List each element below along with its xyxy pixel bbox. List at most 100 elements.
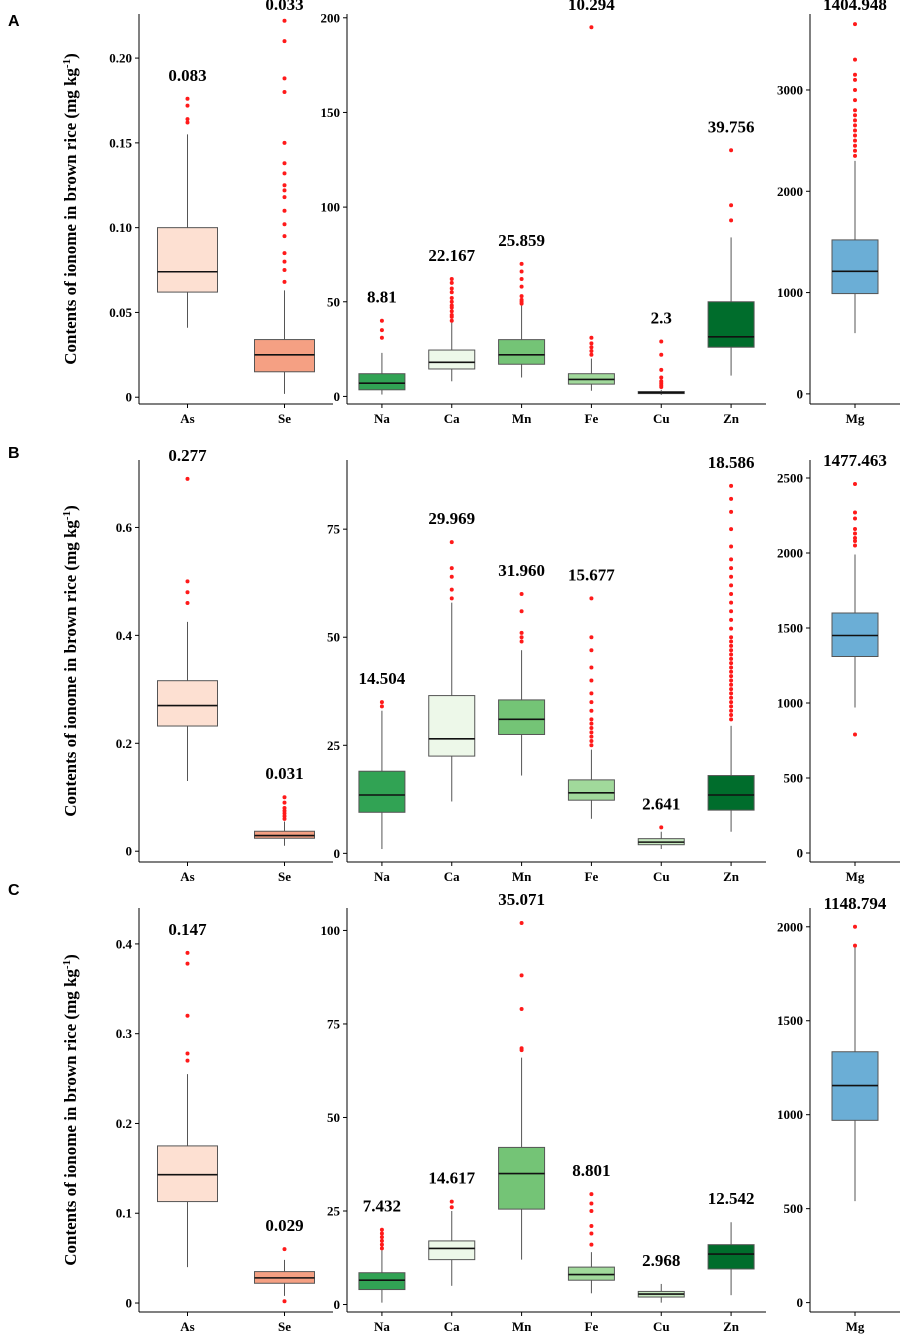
- x-tick-label: Zn: [723, 869, 740, 884]
- box-ca: 29.969 Ca: [428, 509, 476, 884]
- y-axis-label: Contents of ionome in brown rice (mg kg-…: [61, 53, 80, 365]
- outlier-point: [282, 279, 287, 284]
- y-tick-label: 75: [327, 522, 341, 537]
- outlier-point: [449, 290, 454, 295]
- outlier-point: [729, 509, 734, 514]
- outlier-point: [282, 259, 287, 264]
- outlier-point: [729, 617, 734, 622]
- outlier-point: [853, 943, 857, 948]
- box-na: 7.432 Na: [358, 1197, 406, 1334]
- outlier-point: [729, 626, 734, 631]
- outlier-point: [589, 345, 594, 350]
- y-tick-label: 0: [126, 390, 133, 405]
- box-se: 0.031 Se: [254, 764, 315, 884]
- iqr-box: [157, 680, 218, 727]
- y-tick-label: 25: [327, 1204, 341, 1219]
- outlier-point: [729, 665, 734, 670]
- mean-value-label: 0.083: [168, 66, 206, 85]
- outlier-point: [729, 704, 734, 709]
- y-tick-label: 0.20: [109, 51, 132, 66]
- x-tick-label: As: [180, 411, 194, 426]
- y-tick-label: 0.4: [116, 936, 133, 951]
- iqr-box: [498, 699, 546, 735]
- outlier-point: [282, 161, 287, 166]
- outlier-point: [185, 961, 190, 966]
- box-zn: 18.586 Zn: [707, 453, 755, 884]
- box-zn: 39.756 Zn: [707, 117, 755, 426]
- outlier-point: [379, 700, 384, 705]
- outlier-point: [729, 218, 734, 223]
- x-tick-label: Ca: [444, 869, 460, 884]
- outlier-point: [853, 118, 857, 123]
- mean-value-label: 0.029: [265, 1216, 303, 1235]
- mean-value-label: 7.432: [363, 1197, 401, 1216]
- box-mg: 1148.794 Mg: [824, 894, 887, 1334]
- outlier-point: [853, 138, 857, 143]
- subplot-c-2: 0 25 50 75 100 7.432 Na 14.617 Ca 35.071 Mn 8.801 Fe…: [321, 890, 766, 1334]
- y-tick-label: 100: [321, 200, 341, 215]
- y-axis-label: Contents of ionome in brown rice (mg kg-…: [61, 505, 80, 817]
- panel-a: A Contents of ionome in brown rice (mg kg…: [8, 0, 900, 426]
- mean-value-label: 8.81: [367, 288, 397, 307]
- outlier-point: [853, 539, 857, 543]
- y-tick-label: 0.1: [116, 1206, 132, 1221]
- y-tick-label: 50: [327, 294, 340, 309]
- y-tick-label: 0: [797, 846, 804, 861]
- box-as: 0.277 As: [157, 446, 218, 884]
- outlier-point: [519, 297, 524, 302]
- mean-value-label: 15.677: [568, 565, 615, 584]
- panel-b: B Contents of ionome in brown rice (mg kg…: [8, 445, 900, 884]
- mean-value-label: 12.542: [708, 1189, 755, 1208]
- outlier-point: [589, 1201, 594, 1206]
- outlier-point: [589, 1209, 594, 1213]
- outlier-point: [589, 1223, 594, 1228]
- outlier-point: [379, 1242, 384, 1247]
- x-tick-label: Zn: [723, 411, 740, 426]
- outlier-point: [282, 268, 287, 273]
- outlier-point: [589, 738, 594, 743]
- outlier-point: [853, 128, 857, 133]
- x-tick-label: Mg: [846, 869, 865, 884]
- y-tick-label: 500: [784, 771, 804, 786]
- iqr-box: [498, 339, 546, 365]
- outlier-point: [282, 800, 287, 805]
- box-na: 8.81 Na: [358, 288, 406, 426]
- subplot-a-1: 0 0.05 0.10 0.15 0.20 0.083 As 0.033 Se: [109, 0, 333, 426]
- outlier-point: [853, 123, 857, 128]
- y-tick-label: 50: [327, 1110, 340, 1125]
- x-tick-label: Fe: [585, 411, 599, 426]
- box-ca: 22.167 Ca: [428, 246, 476, 426]
- outlier-point: [282, 39, 287, 44]
- outlier-point: [589, 691, 594, 696]
- y-tick-label: 2000: [777, 184, 803, 199]
- outlier-point: [449, 574, 454, 579]
- outlier-point: [853, 72, 857, 77]
- x-tick-label: As: [180, 869, 194, 884]
- subplot-c-1: 0 0.1 0.2 0.3 0.4 0.147 As 0.029 Se: [116, 908, 333, 1334]
- outlier-point: [185, 1051, 190, 1056]
- iqr-box: [254, 339, 315, 373]
- outlier-point: [853, 543, 857, 548]
- outlier-point: [589, 734, 594, 739]
- outlier-point: [449, 309, 454, 314]
- box-cu: 2.641 Cu: [637, 794, 685, 884]
- outlier-point: [519, 635, 524, 640]
- x-tick-label: Mn: [512, 1319, 532, 1334]
- outlier-point: [282, 208, 287, 213]
- outlier-point: [185, 950, 190, 955]
- x-tick-label: Ca: [444, 1319, 460, 1334]
- outlier-point: [729, 203, 734, 208]
- outlier-point: [449, 277, 454, 282]
- mean-value-label: 8.801: [572, 1161, 610, 1180]
- outlier-point: [282, 183, 287, 188]
- outlier-point: [449, 318, 454, 323]
- y-tick-label: 150: [321, 105, 341, 120]
- box-se: 0.029 Se: [254, 1216, 315, 1334]
- y-tick-label: 3000: [777, 82, 803, 97]
- outlier-point: [729, 708, 734, 713]
- iqr-box: [567, 1266, 615, 1281]
- outlier-point: [449, 286, 454, 291]
- outlier-point: [449, 540, 454, 545]
- y-tick-label: 0: [797, 386, 804, 401]
- outlier-point: [729, 661, 734, 666]
